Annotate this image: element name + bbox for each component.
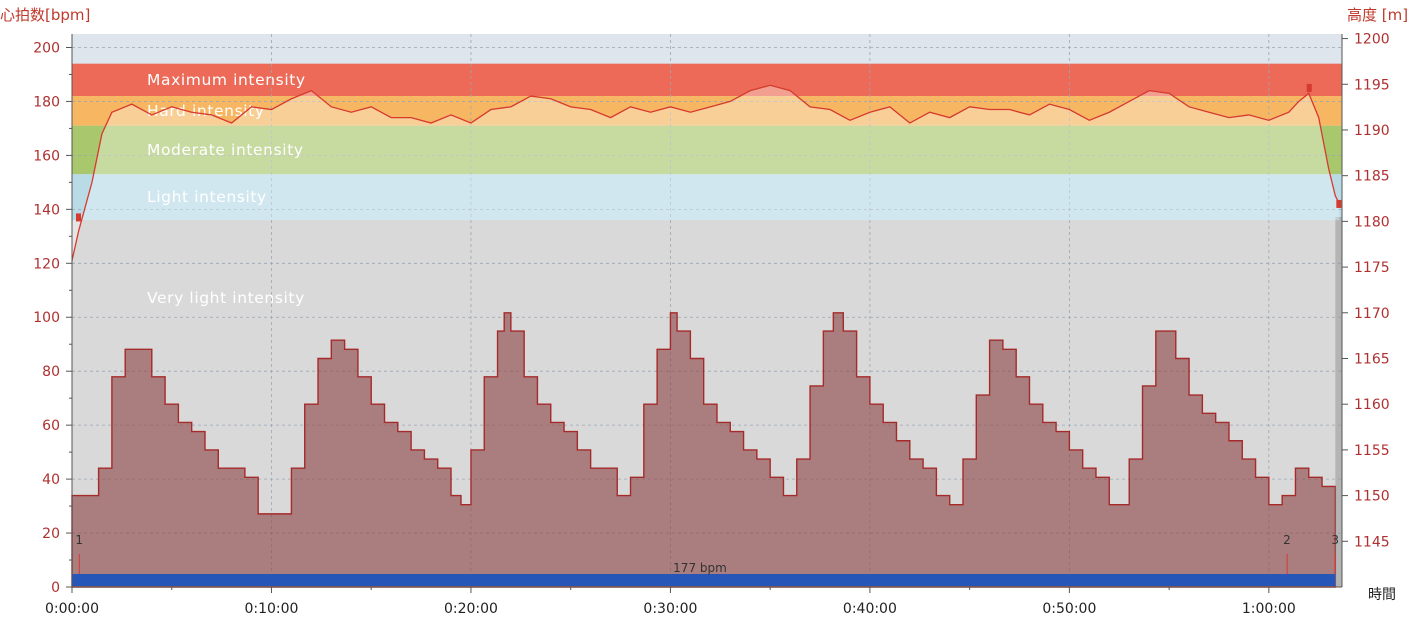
right-axis-title: 高度 [m] xyxy=(1347,6,1408,24)
left-tick-label-8: 160 xyxy=(33,148,60,164)
lap-marker-label-2: 3 xyxy=(1331,533,1339,547)
x-tick-label-6: 1:00:00 xyxy=(1242,601,1296,617)
x-tick-label-3: 0:30:00 xyxy=(643,601,697,617)
average-bar-rect xyxy=(72,574,1336,586)
heart-rate-fill xyxy=(72,85,1340,261)
left-tick-label-5: 100 xyxy=(33,310,60,326)
right-tick-label-1: 1150 xyxy=(1354,489,1390,505)
heart-rate-end-marker xyxy=(1336,199,1342,208)
left-tick-label-1: 20 xyxy=(42,526,60,542)
left-tick-label-0: 0 xyxy=(51,580,60,596)
left-tick-label-2: 40 xyxy=(42,472,60,488)
lap-marker-label-1: 2 xyxy=(1283,533,1291,547)
lap-marker-label-0: 1 xyxy=(75,533,83,547)
left-tick-label-7: 140 xyxy=(33,202,60,218)
left-tick-label-4: 80 xyxy=(42,364,60,380)
average-bar-label: 177 bpm xyxy=(673,561,727,575)
altitude-fill xyxy=(71,312,1337,588)
right-tick-label-10: 1195 xyxy=(1354,77,1390,93)
right-tick-label-0: 1145 xyxy=(1354,534,1390,550)
right-tick-label-8: 1185 xyxy=(1354,169,1390,185)
x-tick-label-5: 0:50:00 xyxy=(1042,601,1096,617)
x-tick-label-2: 0:20:00 xyxy=(444,601,498,617)
altitude-area xyxy=(71,217,1342,588)
average-bar: 177 bpm xyxy=(72,561,1336,586)
right-tick-label-11: 1200 xyxy=(1354,32,1390,48)
right-tick-label-3: 1160 xyxy=(1354,397,1390,413)
end-strip xyxy=(1335,217,1342,587)
right-tick-label-5: 1170 xyxy=(1354,306,1390,322)
right-tick-label-7: 1180 xyxy=(1354,214,1390,230)
x-tick-label-0: 0:00:00 xyxy=(45,601,99,617)
right-tick-label-4: 1165 xyxy=(1354,351,1390,367)
zone-band-0 xyxy=(72,63,1342,97)
axes: 0 20 40 60 80 100 120 140 160 180 200 1145 1150 1155 1… xyxy=(33,32,1389,617)
zone-label-2: Moderate intensity xyxy=(147,141,304,159)
left-tick-label-6: 120 xyxy=(33,256,60,272)
left-tick-label-10: 200 xyxy=(33,40,60,56)
right-tick-label-6: 1175 xyxy=(1354,260,1390,276)
heart-rate-path xyxy=(71,84,1340,261)
left-axis-title: 心拍数[bpm] xyxy=(0,6,90,24)
right-tick-label-2: 1155 xyxy=(1354,443,1390,459)
x-tick-label-1: 0:10:00 xyxy=(244,601,298,617)
left-tick-label-3: 60 xyxy=(42,418,60,434)
heart-rate-line xyxy=(71,83,1342,261)
lap-markers: 1 2 3 xyxy=(75,533,1339,574)
x-axis-title: 時間 xyxy=(1368,587,1396,603)
zone-label-3: Light intensity xyxy=(147,188,267,206)
x-tick-label-4: 0:40:00 xyxy=(843,601,897,617)
heart-rate-peak-marker xyxy=(1306,83,1312,92)
zone-label-0: Maximum intensity xyxy=(147,71,306,89)
right-tick-label-9: 1190 xyxy=(1354,123,1390,139)
zone-band-2 xyxy=(72,125,1342,175)
heart-rate-start-marker xyxy=(76,213,81,222)
zone-label-4: Very light intensity xyxy=(147,289,305,307)
left-tick-label-9: 180 xyxy=(33,94,60,110)
zone-band-3 xyxy=(72,174,1342,221)
zone-label-1: Hard intensity xyxy=(147,102,265,120)
